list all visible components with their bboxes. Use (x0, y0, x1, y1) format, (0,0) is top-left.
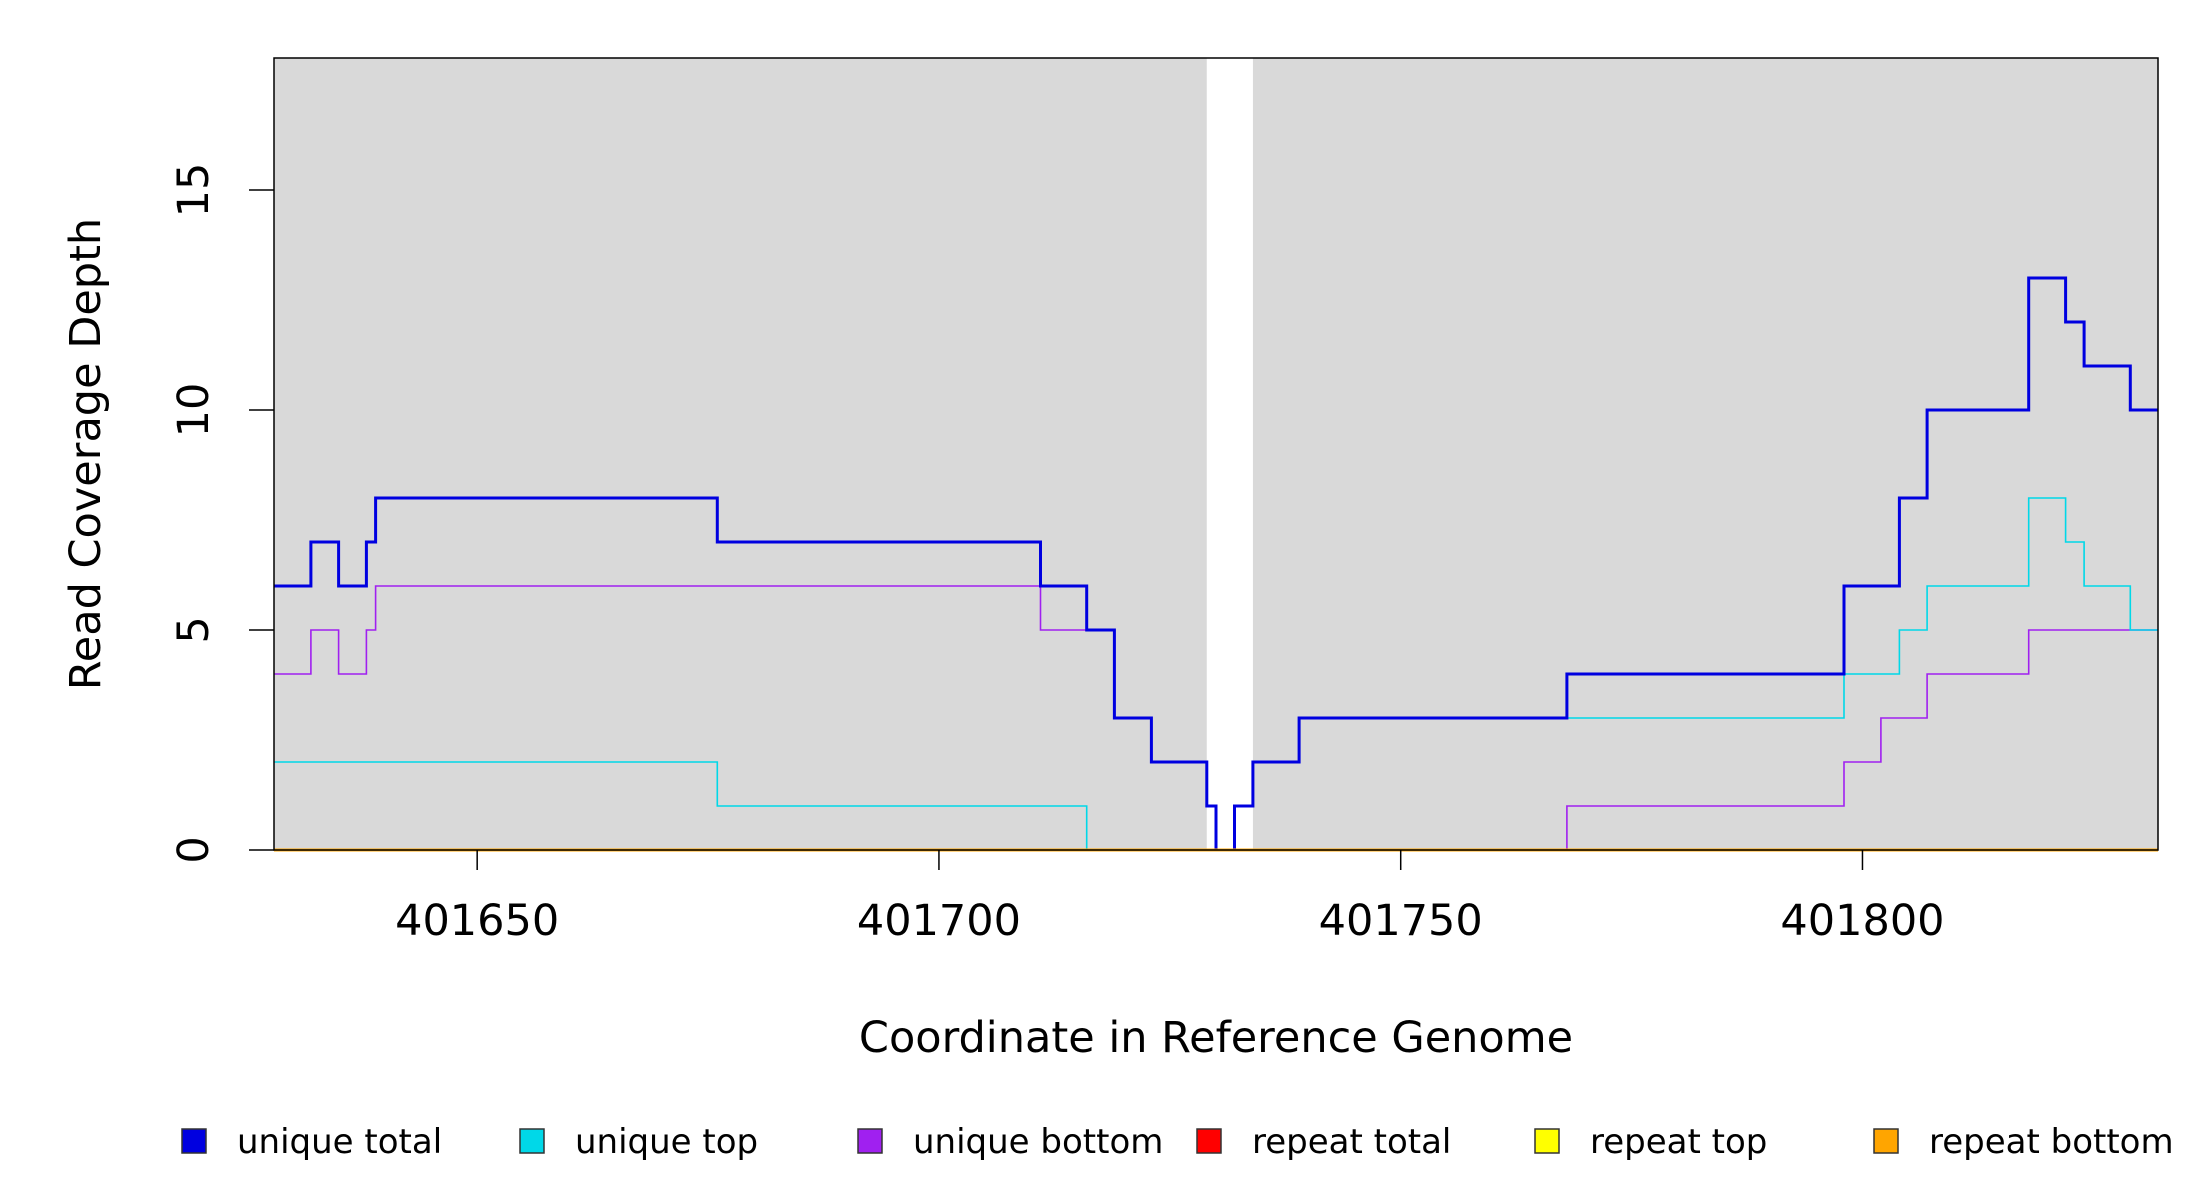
legend-swatch (519, 1128, 545, 1154)
legend-swatch (857, 1128, 883, 1154)
x-axis-label: Coordinate in Reference Genome (859, 1013, 1573, 1063)
legend: unique total unique top unique bottom repea… (181, 1122, 2174, 1162)
gap-region (1206, 58, 1253, 850)
legend-swatch (181, 1128, 207, 1154)
y-tick-label: 15 (169, 163, 219, 218)
x-axis: 401650 401700 401750 401800 (395, 850, 1945, 946)
y-tick-label: 5 (169, 616, 219, 643)
legend-swatch (1196, 1128, 1222, 1154)
y-tick-label: 0 (169, 836, 219, 863)
legend-label: repeat top (1590, 1122, 1767, 1162)
gap-band (1206, 58, 1253, 850)
legend-label: repeat bottom (1929, 1122, 2174, 1162)
legend-label: repeat total (1252, 1122, 1451, 1162)
x-tick-label: 401650 (395, 896, 559, 946)
y-axis-label: Read Coverage Depth (61, 218, 111, 690)
y-tick-label: 10 (169, 383, 219, 438)
legend-label: unique bottom (913, 1122, 1163, 1162)
x-tick-label: 401800 (1780, 896, 1944, 946)
legend-swatch (1873, 1128, 1899, 1154)
legend-label: unique top (575, 1122, 758, 1162)
x-tick-label: 401750 (1319, 896, 1483, 946)
plot-frame (273, 57, 2159, 851)
x-tick-label: 401700 (857, 896, 1021, 946)
y-axis: 0 5 10 15 (169, 163, 274, 864)
legend-swatch (1534, 1128, 1560, 1154)
legend-label: unique total (237, 1122, 442, 1162)
